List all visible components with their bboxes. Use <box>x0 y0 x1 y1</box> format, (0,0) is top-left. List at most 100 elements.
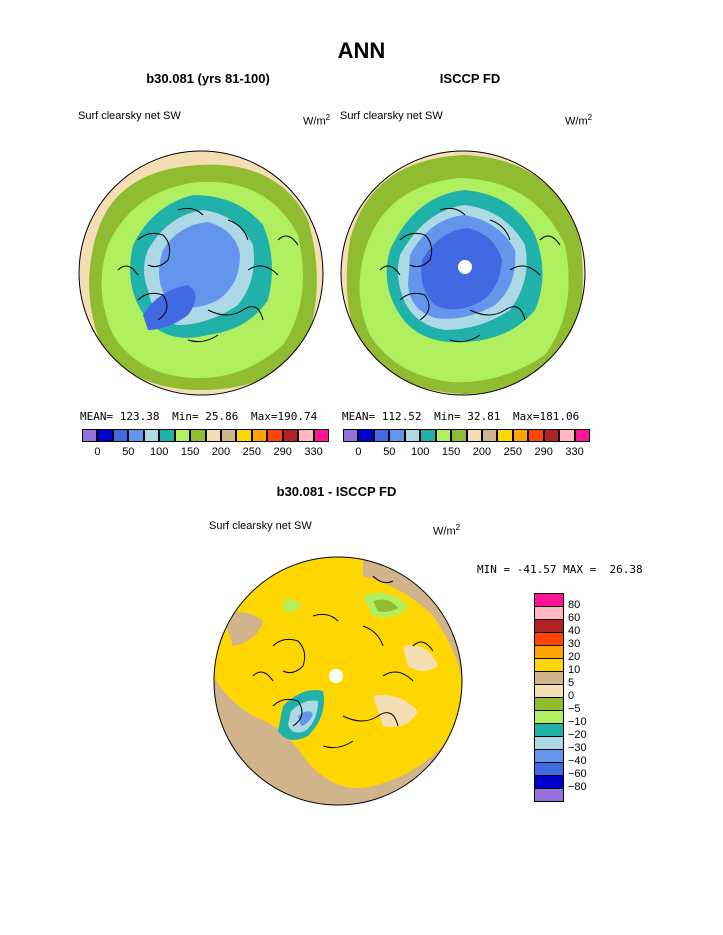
diff-colorbar-tick-label: −20 <box>568 729 587 741</box>
diff-colorbar-swatch <box>534 619 564 632</box>
left-units-label: W/m2 <box>303 113 330 128</box>
right-colorbar-swatch <box>528 429 544 442</box>
right-units-text: W/m <box>565 115 588 128</box>
right-variable-label: Surf clearsky net SW <box>340 110 443 122</box>
left-units-sup: 2 <box>325 113 331 122</box>
diff-units-sup: 2 <box>455 523 461 532</box>
left-colorbar-ticks: 0 50 100 150 200 250 290 330 <box>82 446 329 460</box>
diff-colorbar <box>534 593 564 802</box>
right-colorbar-tick-label: 250 <box>503 446 522 458</box>
diff-map-patch-green-small <box>283 599 301 612</box>
left-map-coastlines <box>117 207 299 343</box>
diff-colorbar-swatch <box>534 775 564 788</box>
left-colorbar-tick-label: 0 <box>94 446 101 458</box>
left-min-value: 25.86 <box>205 410 239 423</box>
left-map-band-cornflower <box>159 222 240 308</box>
right-colorbar-tick-label: 50 <box>383 446 396 458</box>
diff-colorbar-tick-label: 60 <box>568 612 581 624</box>
diff-colorbar-tick-label: 10 <box>568 664 581 676</box>
left-colorbar-swatch <box>267 429 283 442</box>
right-min-label: Min= <box>434 410 461 423</box>
diff-colorbar-swatch <box>534 788 564 801</box>
right-max-value: 181.06 <box>539 410 580 423</box>
diff-map-patch-olive <box>373 599 398 612</box>
diff-colorbar-swatch <box>534 671 564 684</box>
diff-colorbar-tick-label: 30 <box>568 638 581 650</box>
left-colorbar-swatch <box>236 429 252 442</box>
left-colorbar-swatch <box>112 429 129 442</box>
right-colorbar-tick-label: 330 <box>565 446 584 458</box>
diff-panel-title: b30.081 - ISCCP FD <box>276 484 397 499</box>
diff-colorbar-swatch <box>534 762 564 775</box>
left-units-text: W/m <box>303 115 326 128</box>
left-colorbar-swatch <box>251 429 268 442</box>
left-max-label: Max= <box>251 410 278 423</box>
diff-colorbar-swatch <box>534 658 564 671</box>
right-colorbar-tick-label: 290 <box>534 446 553 458</box>
diff-map-patch-wheat <box>373 695 418 727</box>
right-colorbar-swatch <box>358 429 374 442</box>
diff-colorbar-swatch <box>534 723 564 736</box>
diff-colorbar-swatch <box>534 697 564 710</box>
left-map-border <box>78 150 324 396</box>
right-map-border <box>340 150 586 396</box>
diff-units-text: W/m <box>433 525 456 538</box>
right-colorbar-tick-label: 150 <box>441 446 461 458</box>
diff-colorbar-swatch <box>534 684 564 697</box>
right-colorbar-swatch <box>574 429 590 442</box>
diff-colorbar-swatch <box>534 710 564 723</box>
left-colorbar-tick-label: 50 <box>122 446 135 458</box>
diff-map-patch-tan <box>223 612 263 646</box>
left-colorbar-swatch <box>159 429 175 442</box>
left-colorbar-tick-label: 250 <box>242 446 261 458</box>
left-mean-label: MEAN= <box>80 410 114 423</box>
diff-colorbar-tick-label: 0 <box>568 690 575 702</box>
left-colorbar-tick-label: 150 <box>180 446 200 458</box>
right-max-label: Max= <box>513 410 540 423</box>
left-colorbar-tick-label: 100 <box>150 446 169 458</box>
diff-map-border <box>213 556 463 806</box>
diff-colorbar-tick-label: 40 <box>568 625 581 637</box>
left-max-value: 190.74 <box>277 410 318 423</box>
left-polar-map <box>78 150 324 396</box>
right-colorbar-swatch <box>389 429 405 442</box>
diff-colorbar-swatch <box>534 593 564 606</box>
left-colorbar-swatch <box>205 429 221 442</box>
diff-polar-map <box>213 556 463 806</box>
right-units-sup: 2 <box>587 113 593 122</box>
diff-colorbar-tick-label: 80 <box>568 599 581 611</box>
right-colorbar-swatch <box>512 429 529 442</box>
right-colorbar-swatch <box>420 429 436 442</box>
diff-colorbar-tick-label: −40 <box>568 755 587 767</box>
left-stats: MEAN= 123.38 Min= 25.86 Max=190.74 <box>80 410 317 423</box>
diff-colorbar-tick-label: −5 <box>568 703 581 715</box>
left-colorbar-tick-label: 330 <box>304 446 323 458</box>
left-colorbar-swatch <box>190 429 206 442</box>
right-colorbar-swatch <box>435 429 452 442</box>
right-colorbar-tick-label: 100 <box>411 446 430 458</box>
right-colorbar-swatch <box>404 429 421 442</box>
left-min-label: Min= <box>172 410 199 423</box>
diff-colorbar-tick-label: 20 <box>568 651 581 663</box>
diff-map-patch-wheat-2 <box>403 645 438 671</box>
left-colorbar-swatch <box>82 429 98 442</box>
right-map-pole-hole <box>458 260 472 274</box>
left-colorbar-swatch <box>97 429 113 442</box>
diff-colorbar-tick-label: −30 <box>568 742 587 754</box>
right-colorbar-tick-label: 200 <box>472 446 492 458</box>
left-colorbar <box>82 429 329 442</box>
right-colorbar-swatch <box>559 429 575 442</box>
diff-units-label: W/m2 <box>433 523 460 538</box>
left-colorbar-swatch <box>298 429 314 442</box>
diff-colorbar-tick-label: 5 <box>568 677 575 689</box>
left-colorbar-swatch <box>143 429 160 442</box>
right-colorbar-swatch <box>373 429 390 442</box>
right-polar-map <box>340 150 586 396</box>
right-colorbar <box>343 429 590 442</box>
left-mean-value: 123.38 <box>119 410 160 423</box>
right-mean-value: 112.52 <box>381 410 422 423</box>
diff-variable-label: Surf clearsky net SW <box>209 520 312 532</box>
left-colorbar-tick-label: 200 <box>211 446 231 458</box>
right-colorbar-tick-label: 0 <box>355 446 362 458</box>
